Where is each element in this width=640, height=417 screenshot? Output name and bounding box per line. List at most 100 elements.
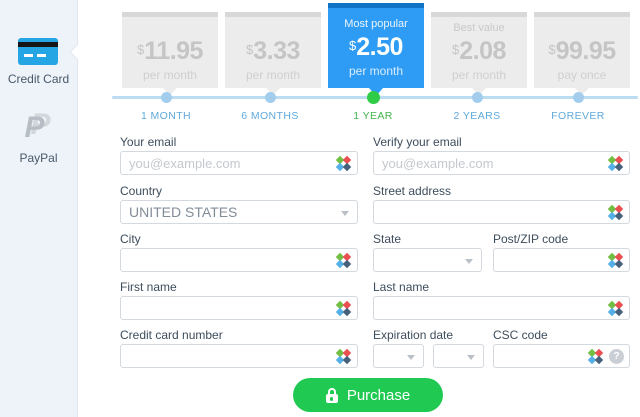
payment-method-credit-card[interactable]: Credit Card xyxy=(8,38,69,86)
card-number-input[interactable] xyxy=(120,344,358,368)
expiration-label: Expiration date xyxy=(373,328,454,342)
chevron-down-icon xyxy=(407,355,415,360)
chevron-down-icon xyxy=(465,259,473,264)
card-pointer xyxy=(575,88,589,95)
csc-label: CSC code xyxy=(493,328,548,342)
first-name-field-wrap xyxy=(120,296,358,320)
plan-period: per month xyxy=(451,68,507,82)
credit-card-label: Credit Card xyxy=(7,72,70,86)
duration-label-6-months[interactable]: 6 MONTHS xyxy=(241,110,299,122)
expiration-month-wrap xyxy=(373,344,424,368)
plan-card-2-years[interactable]: Best value $2.08 per month xyxy=(431,12,527,95)
duration-label-forever[interactable]: FOREVER xyxy=(551,110,605,122)
checkout-main: $11.95 per month $3.33 per month Most po… xyxy=(78,0,640,417)
first-name-input[interactable] xyxy=(120,296,358,320)
zip-input[interactable] xyxy=(493,248,630,272)
payment-method-sidebar: Credit Card P P PayPal xyxy=(0,0,78,417)
form-filler-icon[interactable] xyxy=(335,252,352,269)
last-name-field-wrap xyxy=(373,296,630,320)
plan-period: per month xyxy=(348,64,404,78)
form-filler-icon[interactable] xyxy=(607,155,624,172)
card-pointer xyxy=(163,88,177,95)
city-field-wrap xyxy=(120,248,358,272)
plan-badge xyxy=(225,22,321,36)
duration-label-1-year[interactable]: 1 YEAR xyxy=(353,110,393,122)
city-label: City xyxy=(120,232,141,246)
street-input[interactable] xyxy=(373,200,630,224)
expiration-year-wrap xyxy=(433,344,484,368)
country-label: Country xyxy=(120,184,163,198)
duration-dot-forever[interactable] xyxy=(573,92,584,103)
state-select-wrap xyxy=(373,248,482,272)
form-filler-icon[interactable] xyxy=(335,155,352,172)
purchase-button-label: Purchase xyxy=(346,386,411,404)
plan-card-forever[interactable]: $99.95 pay once xyxy=(534,12,630,95)
plan-price: $11.95 xyxy=(137,37,203,65)
plan-badge: Best value xyxy=(453,22,505,34)
form-filler-icon[interactable] xyxy=(607,300,624,317)
plan-cards: $11.95 per month $3.33 per month Most po… xyxy=(122,3,630,96)
plan-price: $3.33 xyxy=(246,37,300,65)
purchase-button[interactable]: Purchase xyxy=(293,378,443,412)
zip-label: Post/ZIP code xyxy=(493,232,569,246)
city-input[interactable] xyxy=(120,248,358,272)
form-filler-icon[interactable] xyxy=(607,204,624,221)
country-select[interactable]: UNITED STATES xyxy=(120,200,358,224)
paypal-icon: P P xyxy=(24,108,51,144)
last-name-input[interactable] xyxy=(373,296,630,320)
payment-method-paypal[interactable]: P P PayPal xyxy=(19,108,58,166)
verify-email-label: Verify your email xyxy=(373,135,462,149)
duration-label-2-years[interactable]: 2 YEARS xyxy=(453,110,501,122)
card-pointer xyxy=(266,88,280,95)
plan-period: per month xyxy=(142,68,198,82)
zip-field-wrap xyxy=(493,248,630,272)
chevron-down-icon xyxy=(341,211,349,216)
email-label: Your email xyxy=(120,135,177,149)
csc-field-wrap: ? xyxy=(493,344,630,368)
verify-email-field-wrap xyxy=(373,151,630,175)
duration-dot-1-month[interactable] xyxy=(161,92,172,103)
form-filler-icon[interactable] xyxy=(335,300,352,317)
street-label: Street address xyxy=(373,184,452,198)
plan-price: $99.95 xyxy=(548,37,616,65)
email-input[interactable] xyxy=(120,151,358,175)
card-number-field-wrap xyxy=(120,344,358,368)
plan-price: $2.50 xyxy=(349,33,403,61)
form-filler-icon[interactable] xyxy=(587,348,604,365)
duration-label-1-month[interactable]: 1 MONTH xyxy=(140,110,192,122)
duration-dot-6-months[interactable] xyxy=(265,92,276,103)
expiration-month-select[interactable] xyxy=(373,344,424,368)
verify-email-input[interactable] xyxy=(373,151,630,175)
plan-badge: Most popular xyxy=(344,18,408,30)
duration-dot-2-years[interactable] xyxy=(472,92,483,103)
plan-period: per month xyxy=(245,68,301,82)
first-name-label: First name xyxy=(120,280,177,294)
email-field-wrap xyxy=(120,151,358,175)
plan-badge xyxy=(122,22,218,36)
card-pointer xyxy=(472,88,486,95)
csc-input[interactable] xyxy=(493,344,630,368)
csc-help-icon[interactable]: ? xyxy=(609,349,624,364)
last-name-label: Last name xyxy=(373,280,430,294)
card-number-label: Credit card number xyxy=(120,328,223,342)
lock-icon xyxy=(325,387,338,403)
paypal-label: PayPal xyxy=(19,151,58,165)
plan-price: $2.08 xyxy=(452,37,506,65)
expiration-year-select[interactable] xyxy=(433,344,484,368)
credit-card-icon xyxy=(18,38,59,65)
state-label: State xyxy=(373,232,402,246)
form-filler-icon[interactable] xyxy=(607,252,624,269)
duration-dot-1-year-selected[interactable] xyxy=(367,91,380,104)
plan-card-6-months[interactable]: $3.33 per month xyxy=(225,12,321,95)
chevron-down-icon xyxy=(467,355,475,360)
credit-card-stripe xyxy=(18,42,59,47)
street-field-wrap xyxy=(373,200,630,224)
state-select[interactable] xyxy=(373,248,482,272)
form-filler-icon[interactable] xyxy=(335,348,352,365)
plan-card-1-month[interactable]: $11.95 per month xyxy=(122,12,218,95)
plan-period: pay once xyxy=(557,68,607,82)
plan-badge xyxy=(534,22,630,36)
plan-card-1-year-selected[interactable]: Most popular $2.50 per month xyxy=(328,3,424,96)
country-select-wrap: UNITED STATES xyxy=(120,200,358,224)
